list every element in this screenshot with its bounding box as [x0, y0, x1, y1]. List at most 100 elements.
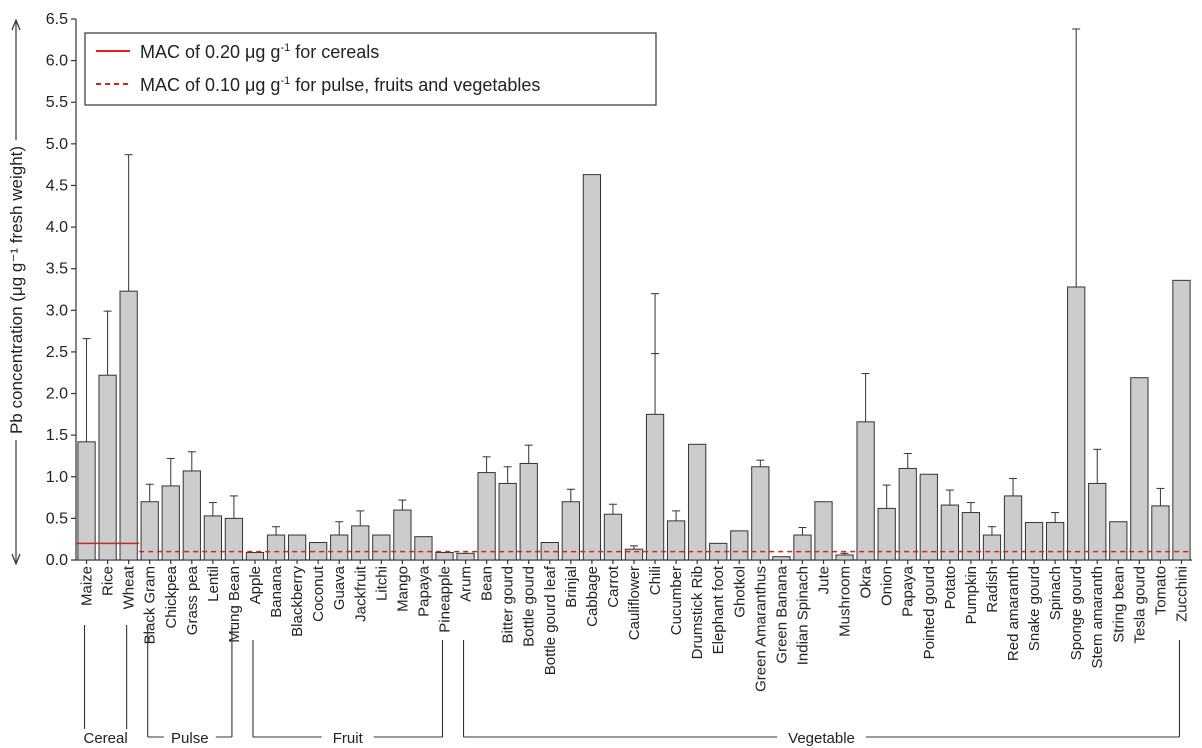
- bar: [1067, 286, 1086, 561]
- category-label: Jute: [816, 566, 833, 594]
- category-label: Jackfruit: [352, 565, 369, 622]
- bar: [751, 466, 770, 561]
- category-label: Bottle gourd leaf: [542, 565, 559, 675]
- y-title-arrowhead-bottom: [11, 553, 21, 566]
- category-label: Wheat: [121, 565, 138, 609]
- y-tick-label: 1.5: [46, 427, 68, 444]
- bar: [1045, 522, 1065, 561]
- category-label: Arum: [458, 566, 475, 602]
- bar: [161, 485, 180, 561]
- category-label: Cabbage: [584, 566, 601, 627]
- y-tick-label: 4.0: [46, 219, 68, 236]
- bar: [330, 534, 349, 561]
- category-label: Lentil: [205, 566, 222, 602]
- y-tick-label: 5.0: [46, 136, 68, 153]
- category-label: Snake gourd: [1026, 566, 1043, 651]
- bar: [203, 515, 223, 561]
- y-tick-label: 0.0: [46, 552, 68, 569]
- bar: [1088, 482, 1107, 561]
- category-label: Pointed gourd: [921, 566, 938, 659]
- category-label: Bitter gourd: [500, 566, 517, 644]
- category-label: Carrot: [605, 565, 622, 608]
- group-label-bg: [321, 729, 374, 745]
- category-label: Maize: [79, 566, 96, 606]
- y-title-arrowhead-top: [11, 18, 21, 31]
- category-label: Sponge gourd: [1068, 566, 1085, 660]
- category-label: Bean: [479, 566, 496, 601]
- category-label: Okra: [858, 565, 875, 598]
- category-label: Tesla gourd: [1131, 566, 1148, 644]
- legend-cereal-sup: -1: [280, 42, 290, 54]
- bar: [435, 552, 454, 561]
- category-label: Grass pea: [184, 565, 201, 635]
- category-label: Mango: [394, 566, 411, 612]
- category-label: Litchi: [373, 566, 390, 601]
- category-label: Black Gram: [142, 566, 159, 644]
- category-label: Indian Spinach: [794, 566, 811, 665]
- y-axis-label: Pb concentration (μg g⁻¹ fresh weight): [7, 146, 26, 434]
- bar: [245, 552, 265, 561]
- bar: [498, 482, 517, 561]
- bar: [730, 530, 749, 561]
- category-label: Potato: [942, 566, 959, 609]
- legend-other-prefix: MAC of 0.10 μg g: [140, 75, 280, 95]
- legend-other-sup: -1: [280, 75, 290, 87]
- bar: [372, 534, 391, 561]
- category-label: Papaya: [415, 565, 432, 617]
- category-label: Chili: [647, 566, 664, 595]
- y-tick-label: 2.0: [46, 386, 68, 403]
- bar: [793, 534, 812, 561]
- bar: [182, 470, 201, 561]
- bar: [456, 552, 475, 561]
- bar: [351, 525, 370, 561]
- y-tick-label: 6.5: [46, 11, 68, 28]
- bar: [982, 534, 1002, 561]
- category-label: Banana: [268, 565, 285, 617]
- group-label-bg: [777, 729, 866, 745]
- legend-cereal-prefix: MAC of 0.20 μg g: [140, 42, 280, 62]
- category-label: Green Banana: [773, 565, 790, 663]
- category-label: Apple: [247, 566, 264, 604]
- bar: [1130, 377, 1149, 561]
- bar: [119, 290, 138, 561]
- bar: [645, 413, 665, 561]
- y-axis-title: Pb concentration (μg g⁻¹ fresh weight): [7, 18, 26, 566]
- category-label: Drumstick Rib: [689, 566, 706, 659]
- bar: [224, 517, 244, 561]
- category-label: Pineapple: [436, 566, 453, 633]
- bar: [582, 174, 602, 561]
- group-label: Fruit: [333, 730, 364, 747]
- category-label: Elephant foot: [710, 565, 727, 654]
- bar: [1109, 521, 1128, 561]
- group-label-bg: [163, 729, 216, 745]
- category-label: Pumpkin: [963, 566, 980, 624]
- legend: MAC of 0.20 μg g-1 for cereals MAC of 0.…: [84, 32, 657, 106]
- category-label: Papaya: [900, 565, 917, 617]
- category-label: Stem amaranth: [1089, 566, 1106, 669]
- y-tick-label: 0.5: [46, 510, 68, 527]
- legend-cereal-label: MAC of 0.20 μg g-1 for cereals: [140, 42, 379, 62]
- y-tick-label: 5.5: [46, 94, 68, 111]
- y-tick-label: 4.5: [46, 177, 68, 194]
- category-label: Cauliflower: [626, 566, 643, 640]
- bar: [666, 520, 686, 561]
- bar: [688, 443, 707, 561]
- category-label: Cucumber: [668, 566, 685, 635]
- category-label: String bean: [1110, 566, 1127, 643]
- category-label: Mung Bean: [226, 566, 243, 643]
- category-label: Rice: [100, 566, 117, 596]
- y-tick-label: 3.0: [46, 302, 68, 319]
- bar: [772, 556, 791, 561]
- category-labels: Maize Rice Wheat Black Gram Chickpea Grass pe…: [79, 560, 1190, 692]
- bar: [898, 467, 917, 561]
- category-label: Zucchini: [1173, 566, 1190, 622]
- category-label: Blackberry: [289, 566, 306, 637]
- category-label: Green Amaranthus: [752, 566, 769, 692]
- bar: [266, 534, 286, 561]
- category-label: Onion: [879, 566, 896, 606]
- category-label: Spinach: [1047, 566, 1064, 620]
- group-label: Vegetable: [788, 730, 855, 747]
- legend-cereal-suffix: for cereals: [290, 42, 379, 62]
- bar: [414, 536, 433, 561]
